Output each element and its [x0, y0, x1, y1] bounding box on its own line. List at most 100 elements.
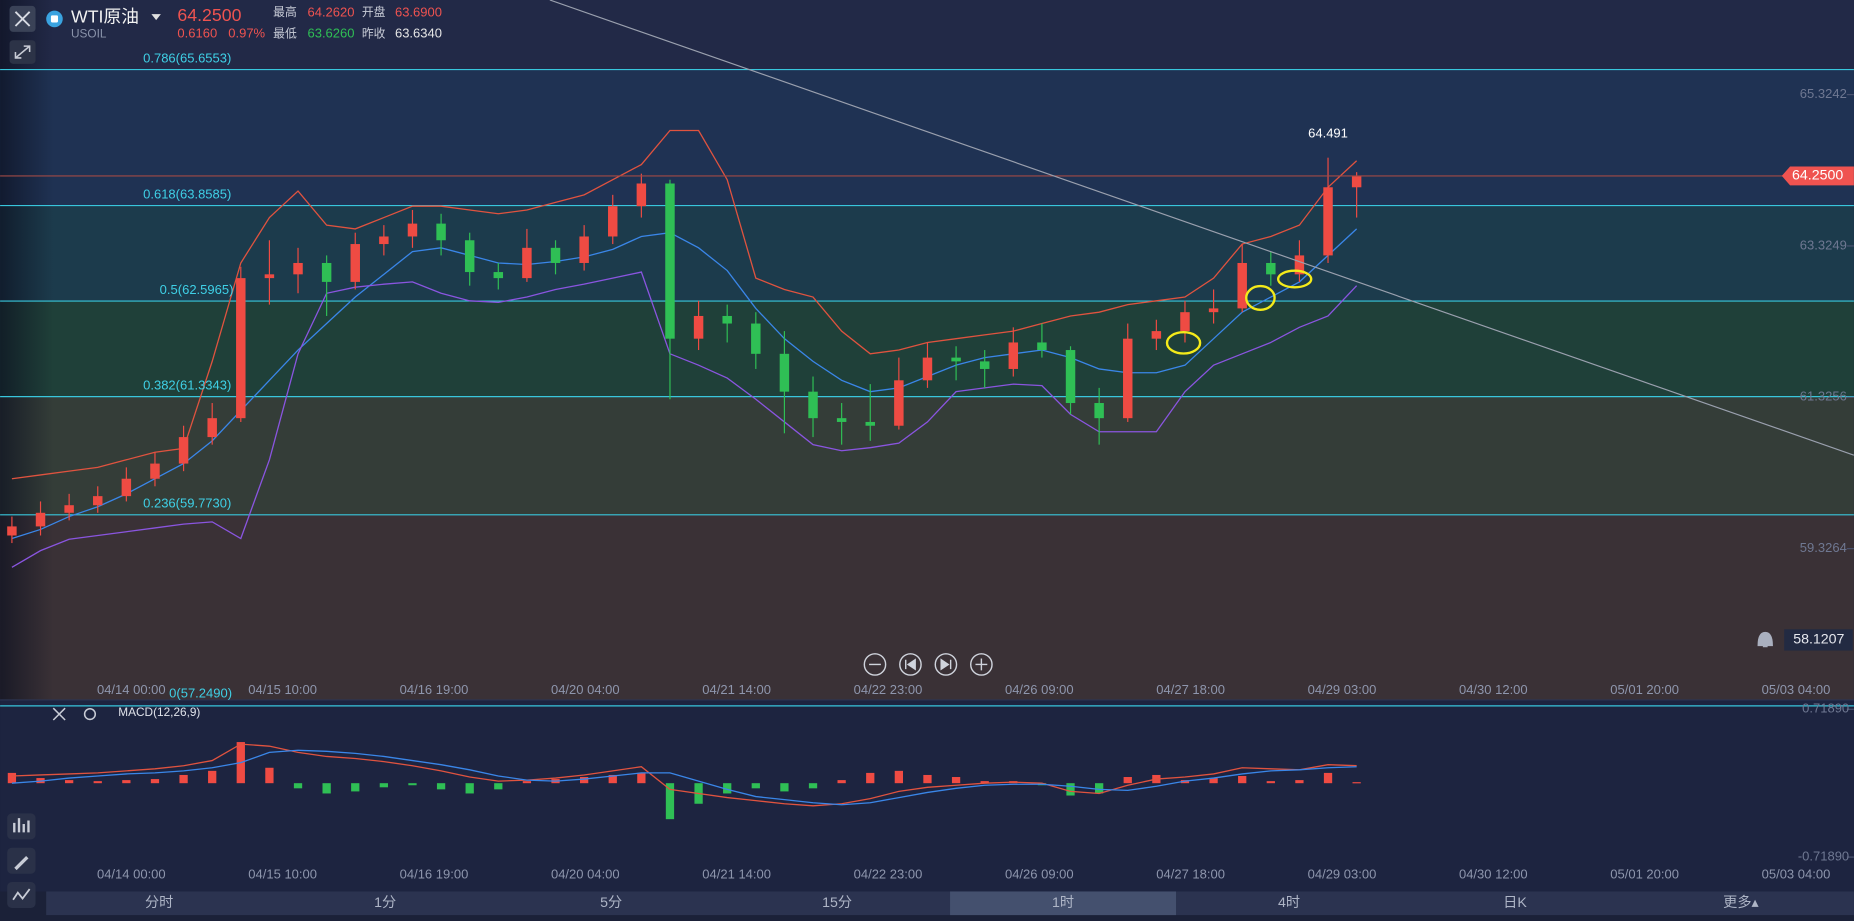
candle-body — [321, 262, 332, 282]
fib-label: 0.618(63.8585) — [143, 186, 231, 201]
macd-bar — [122, 780, 131, 784]
candle-body — [1237, 262, 1247, 309]
candle-body — [1323, 187, 1333, 256]
zoom-controls — [863, 653, 993, 676]
tab[interactable]: 15分 — [822, 895, 852, 911]
x-tick-label: 04/14 00:00 — [97, 866, 166, 881]
stat-value: 64.2620 — [307, 4, 354, 19]
price-plot — [0, 68, 1854, 707]
macd-bar — [64, 780, 74, 784]
alert-bell[interactable] — [1757, 631, 1773, 648]
macd-bar — [751, 783, 760, 789]
candle-body — [865, 421, 875, 426]
macd-bar — [1238, 775, 1247, 784]
tab[interactable]: 日K — [1503, 895, 1527, 911]
fib-label: 0.236(59.7730) — [143, 496, 231, 511]
macd-close[interactable] — [52, 707, 66, 721]
macd-bar — [179, 774, 188, 784]
candle-body — [436, 223, 446, 241]
stat-label: 开盘 — [362, 5, 386, 19]
macd-bar — [494, 783, 503, 790]
macd-bar — [408, 783, 417, 786]
stat-label: 昨收 — [362, 26, 386, 40]
candle-body — [665, 183, 675, 339]
tab[interactable]: 1时 — [1052, 895, 1074, 911]
macd-bar — [837, 780, 846, 784]
macd-bar — [1323, 772, 1333, 784]
band-line — [11, 129, 1358, 480]
candle-body — [1123, 338, 1133, 419]
tab[interactable]: 1分 — [374, 895, 396, 911]
zoom-out[interactable] — [863, 653, 887, 676]
macd-bar — [465, 783, 474, 794]
macd-bar — [923, 774, 932, 784]
macd-line — [11, 749, 1357, 806]
x-tick-label: 05/01 20:00 — [1610, 866, 1679, 881]
candle-body — [1037, 342, 1047, 351]
candle-body — [636, 183, 647, 207]
tool-button[interactable] — [7, 813, 36, 840]
tab[interactable]: 分时 — [145, 895, 173, 911]
candle-body — [293, 262, 303, 275]
macd-bar — [1295, 780, 1304, 784]
trend-line — [549, 0, 1854, 456]
close-icon — [14, 11, 31, 27]
stat-value: 63.6340 — [395, 26, 442, 41]
x-tick-label: 04/21 14:00 — [702, 866, 771, 881]
candle-body — [579, 236, 589, 263]
macd-bar — [665, 783, 675, 820]
tool-button[interactable] — [7, 881, 36, 908]
candle-body — [407, 223, 418, 237]
macd-bar — [980, 781, 989, 784]
macd-settings[interactable] — [83, 708, 97, 721]
fib-zone — [0, 69, 1854, 206]
macd-title: MACD(12,26,9) — [118, 705, 200, 719]
fib-zone — [0, 205, 1854, 302]
candle-body — [464, 240, 475, 273]
candle-body — [894, 380, 904, 426]
x-tick-label: 04/29 03:00 — [1308, 866, 1377, 881]
x-tick-label: 04/15 10:00 — [248, 682, 317, 697]
tab[interactable]: 5分 — [600, 895, 622, 911]
stat-value: 63.6900 — [395, 4, 442, 19]
axes: 0.786(65.6553) 0.618(63.8585) 0.5(62.5965)… — [97, 50, 1854, 881]
x-tick-label: 04/20 04:00 — [551, 866, 620, 881]
max-label: 64.491 — [1308, 125, 1348, 140]
y-tick-label: 63.3249 — [1800, 237, 1847, 252]
fib-label: 0.382(61.3343) — [143, 377, 231, 392]
candle-body — [779, 353, 790, 392]
scroll-end[interactable] — [934, 653, 958, 676]
candle-body — [1294, 255, 1305, 275]
candle-body — [1008, 342, 1019, 369]
x-tick-label: 04/26 09:00 — [1005, 682, 1074, 697]
candle-body — [1351, 175, 1362, 188]
macd-bar — [150, 779, 160, 784]
stat-label: 最高 — [273, 5, 297, 19]
x-tick-label: 04/30 12:00 — [1459, 682, 1528, 697]
tool-icon — [13, 818, 30, 833]
scroll-start[interactable] — [899, 653, 922, 676]
fib-label: 0.786(65.6553) — [143, 50, 231, 65]
x-tick-label: 04/21 14:00 — [702, 682, 771, 697]
x-tick-label: 04/16 19:00 — [400, 866, 469, 881]
tab[interactable]: 更多▴ — [1723, 894, 1759, 911]
tab[interactable]: 4时 — [1278, 895, 1300, 911]
x-tick-label: 04/26 09:00 — [1005, 866, 1074, 881]
macd-bar — [522, 781, 532, 784]
candle-body — [979, 361, 990, 369]
symbol-caret[interactable] — [151, 14, 161, 21]
zoom-in[interactable] — [970, 653, 993, 676]
cursor-price-tag — [1784, 629, 1853, 651]
x-tick-label: 04/29 03:00 — [1308, 682, 1377, 697]
candle-body — [1266, 262, 1276, 275]
stat-label: 最低 — [273, 26, 297, 40]
macd-bar — [1066, 783, 1075, 796]
candle-body — [836, 418, 847, 422]
macd-bar — [866, 772, 875, 784]
symbol[interactable]: WTI原油 — [71, 6, 139, 26]
x-tick-label: 04/30 12:00 — [1459, 866, 1528, 881]
candle-body — [693, 315, 704, 339]
timeframe-tabs: 分时 1分 5分 15分 1时 4时 日K 更多▴ — [145, 891, 1760, 916]
macd-bar — [723, 783, 732, 794]
fib-zone — [0, 0, 1854, 70]
